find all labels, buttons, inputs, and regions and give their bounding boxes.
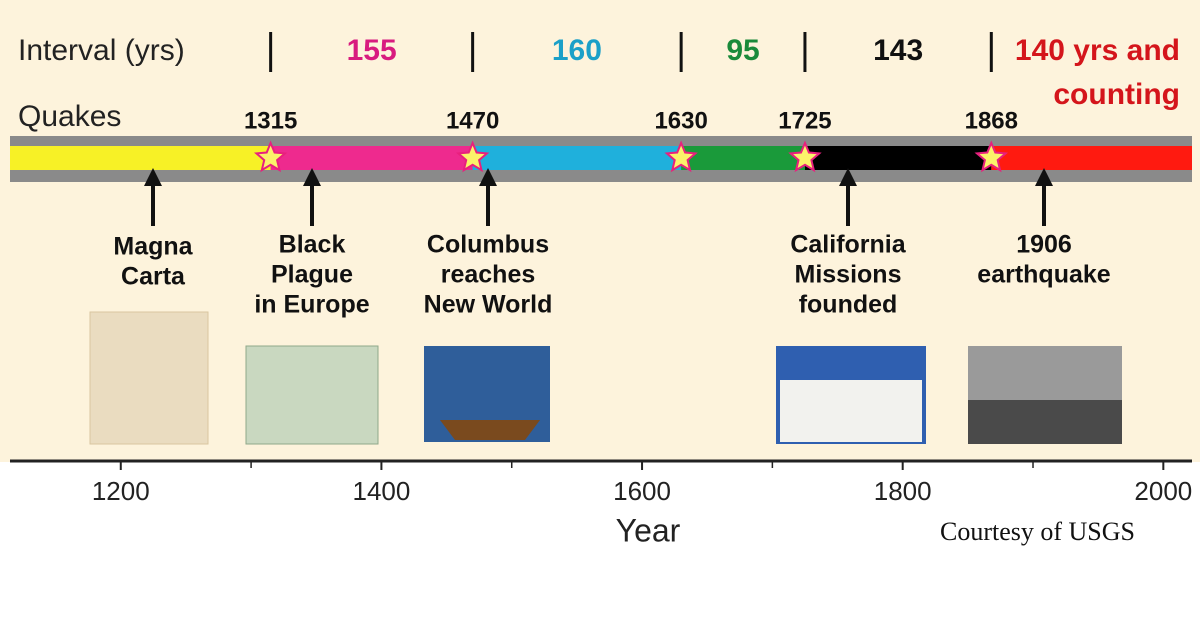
interval-value: counting — [1053, 78, 1180, 111]
event-label: Magna — [113, 233, 193, 261]
quake-year: 1725 — [778, 107, 831, 134]
x-tick-label: 1600 — [613, 476, 671, 506]
quake-star — [253, 140, 288, 173]
interval-value: 155 — [347, 34, 397, 67]
quake-year: 1868 — [965, 107, 1018, 134]
quake-year: 1630 — [654, 107, 707, 134]
event-label: reaches — [441, 261, 536, 289]
quake-star — [974, 140, 1009, 173]
era-segment — [472, 146, 682, 170]
photo-magna-carta — [89, 311, 209, 445]
quakes-label: Quakes — [18, 100, 121, 133]
interval-value: 95 — [726, 34, 759, 67]
event-arrowhead — [1035, 168, 1053, 186]
photo-plague — [245, 345, 379, 445]
event-label: in Europe — [254, 291, 369, 319]
event-label: New World — [424, 291, 553, 319]
era-segment — [681, 146, 805, 170]
photo-mission-wall — [780, 380, 922, 442]
event-label: 1906 — [1016, 231, 1072, 259]
photo-ship-hull — [440, 420, 540, 440]
interval-label: Interval (yrs) — [18, 34, 185, 67]
event-label: California — [790, 231, 906, 259]
event-arrowhead — [303, 168, 321, 186]
era-segment — [10, 146, 271, 170]
quake-star — [664, 140, 698, 173]
event-arrowhead — [479, 168, 497, 186]
event-label: Plague — [271, 261, 353, 289]
interval-value: 140 yrs and — [1015, 34, 1180, 67]
credit: Courtesy of USGS — [940, 517, 1135, 546]
x-tick-label: 1800 — [874, 476, 932, 506]
quake-year: 1470 — [446, 107, 499, 134]
event-label: Black — [279, 231, 346, 259]
event-arrowhead — [144, 168, 162, 186]
event-label: Missions — [795, 261, 902, 289]
x-tick-label: 1200 — [92, 476, 150, 506]
event-label: earthquake — [977, 261, 1110, 289]
quake-star — [788, 140, 822, 173]
quake-year: 1315 — [244, 107, 297, 134]
era-segment — [270, 146, 473, 170]
x-tick-label: 2000 — [1134, 476, 1192, 506]
event-arrowhead — [839, 168, 857, 186]
photos — [89, 311, 1122, 445]
event-label: Carta — [121, 263, 186, 291]
photo-earthquake-ruins — [968, 400, 1122, 444]
era-segment — [804, 146, 992, 170]
quake-star — [455, 140, 490, 173]
interval-value: 143 — [873, 34, 923, 67]
interval-value: 160 — [552, 34, 602, 67]
event-label: Columbus — [427, 231, 549, 259]
x-tick-label: 1400 — [352, 476, 410, 506]
event-label: founded — [799, 291, 898, 319]
era-segment — [991, 146, 1192, 170]
axis-title: Year — [616, 512, 681, 548]
